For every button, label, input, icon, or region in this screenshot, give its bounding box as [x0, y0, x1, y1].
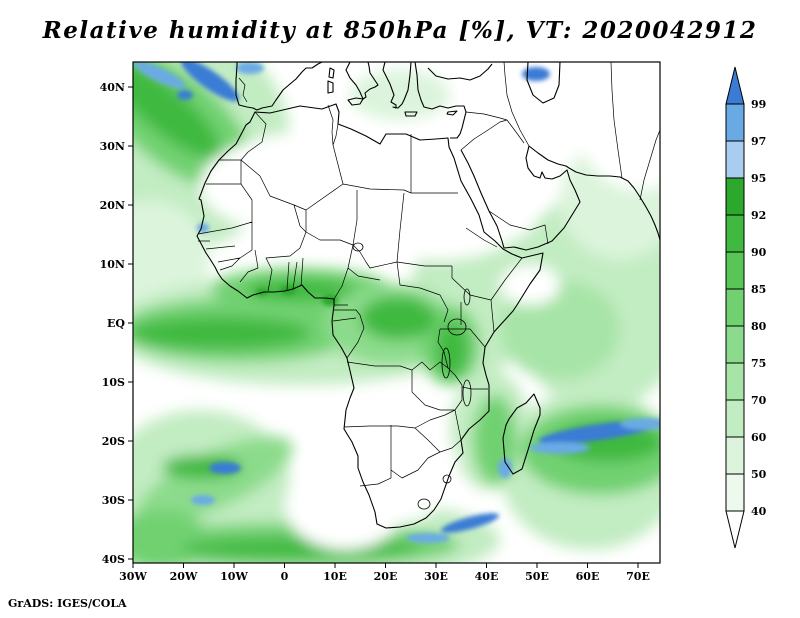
plot-frame [132, 61, 661, 564]
y-tick-label: 10N [100, 258, 125, 271]
colorbar-box [725, 436, 745, 475]
colorbar-label: 92 [751, 209, 766, 222]
x-tick-label: 50E [525, 570, 549, 583]
x-tick-label: 20W [170, 570, 198, 583]
chart-title: Relative humidity at 850hPa [%], VT: 202… [42, 17, 758, 44]
colorbar-label: 70 [751, 394, 767, 407]
colorbar-box [725, 251, 745, 290]
x-tick-label: 30E [424, 570, 448, 583]
y-tick-label: 40N [100, 81, 125, 94]
colorbar-label: 97 [751, 135, 766, 148]
country-borders [197, 62, 660, 487]
colorbar-label: 75 [751, 357, 766, 370]
colorbar-label: 95 [751, 172, 766, 185]
colorbar-label: 40 [751, 505, 767, 518]
colorbar-box [725, 214, 745, 253]
colorbar-label: 99 [751, 98, 766, 111]
y-tick-label: 40S [102, 553, 125, 566]
humidity-field [133, 62, 660, 563]
grads-credit: GrADS: IGES/COLA [8, 597, 127, 610]
y-tick-label: EQ [107, 317, 125, 330]
y-tick-label: 30S [102, 494, 125, 507]
colorbar-box [725, 399, 745, 438]
y-tick-label: 30N [100, 140, 125, 153]
colorbar-label: 60 [751, 431, 767, 444]
colorbar-label: 90 [751, 246, 767, 259]
colorbar-legend: 40 50 60 70 75 80 85 90 92 95 97 99 [725, 66, 767, 549]
x-tick-label: 10W [220, 570, 248, 583]
colorbar-label: 50 [751, 468, 767, 481]
lakes [352, 242, 472, 510]
colorbar-box [725, 140, 745, 179]
x-tick-label: 30W [119, 570, 147, 583]
x-axis: 30W 20W 10W 0 10E 20E 30E 40E 50E 60E 70E [119, 563, 650, 583]
x-tick-label: 0 [281, 570, 289, 583]
x-tick-label: 40E [475, 570, 499, 583]
colorbar-box [725, 177, 745, 216]
colorbar-arrow-high [725, 66, 745, 105]
colorbar-box [725, 362, 745, 401]
x-tick-label: 10E [323, 570, 347, 583]
colorbar-label: 80 [751, 320, 767, 333]
colorbar-label: 85 [751, 283, 766, 296]
x-tick-label: 20E [374, 570, 398, 583]
y-tick-label: 20N [100, 199, 125, 212]
y-tick-label: 20S [102, 435, 125, 448]
colorbar-box [725, 103, 745, 142]
colorbar-box [725, 473, 745, 512]
colorbar-arrow-low [725, 510, 745, 549]
colorbar-box [725, 288, 745, 327]
coastlines [196, 62, 660, 529]
x-tick-label: 60E [576, 570, 600, 583]
x-tick-label: 70E [626, 570, 650, 583]
y-axis: 40N 30N 20N 10N EQ 10S 20S 30S 40S [100, 81, 133, 566]
y-tick-label: 10S [102, 376, 125, 389]
colorbar-box [725, 325, 745, 364]
